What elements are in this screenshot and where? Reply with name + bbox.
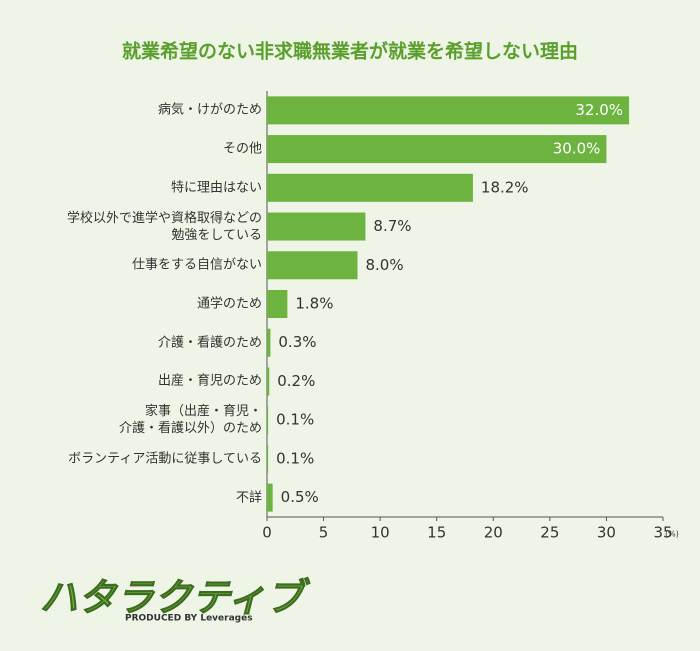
category-label: その他 bbox=[222, 141, 262, 157]
category-label: 出産・育児のため bbox=[157, 373, 262, 389]
category-label: 介護・看護のため bbox=[157, 335, 262, 351]
x-tick-label: 25 bbox=[540, 524, 559, 542]
x-tick-label: 0 bbox=[262, 524, 272, 542]
bar bbox=[267, 135, 607, 164]
x-tick-label: 30 bbox=[597, 524, 616, 542]
value-label: 18.2% bbox=[481, 178, 529, 196]
bar bbox=[267, 328, 271, 357]
x-tick-label: 5 bbox=[319, 524, 329, 542]
value-label: 0.1% bbox=[276, 411, 314, 429]
bar bbox=[267, 290, 288, 318]
category-label: 学校以外で進学や資格取得などの 勉強をしている bbox=[66, 210, 262, 243]
x-tick-label: 35 bbox=[653, 524, 672, 542]
bar bbox=[267, 251, 358, 280]
value-label: 0.1% bbox=[276, 449, 314, 467]
bar bbox=[267, 212, 366, 241]
x-tick-label: 10 bbox=[371, 524, 390, 542]
x-tick-label: 20 bbox=[484, 524, 503, 542]
value-label: 30.0% bbox=[553, 140, 601, 158]
value-label: 0.5% bbox=[281, 488, 319, 506]
value-label: 8.7% bbox=[373, 217, 411, 235]
category-label: 特に理由はない bbox=[170, 180, 262, 196]
bar bbox=[267, 444, 269, 473]
category-label: 不詳 bbox=[235, 490, 262, 506]
value-label: 8.0% bbox=[366, 256, 404, 274]
category-label: 病気・けがのため bbox=[157, 102, 262, 118]
value-label: 32.0% bbox=[575, 101, 623, 119]
logo: ハタラクティブ bbox=[40, 576, 311, 620]
bar bbox=[267, 173, 473, 202]
bar bbox=[267, 483, 273, 512]
bar bbox=[267, 367, 270, 396]
value-label: 0.3% bbox=[278, 333, 316, 351]
category-label: 家事（出産・育児・ 介護・看護以外）のため bbox=[118, 404, 262, 437]
category-label: 通学のため bbox=[196, 296, 262, 312]
x-unit: (%) bbox=[665, 530, 679, 539]
category-label: 仕事をする自信がない bbox=[131, 257, 262, 273]
bar bbox=[267, 96, 630, 125]
chart-title: 就業希望のない非求職無業者が就業を希望しない理由 bbox=[122, 40, 578, 63]
value-label: 1.8% bbox=[295, 295, 333, 313]
x-tick-label: 15 bbox=[427, 524, 446, 542]
category-label: ボランティア活動に従事している bbox=[68, 451, 262, 467]
value-label: 0.2% bbox=[277, 372, 315, 390]
logo-tagline: PRODUCED BY Leverages bbox=[125, 614, 253, 624]
bar bbox=[267, 406, 269, 435]
